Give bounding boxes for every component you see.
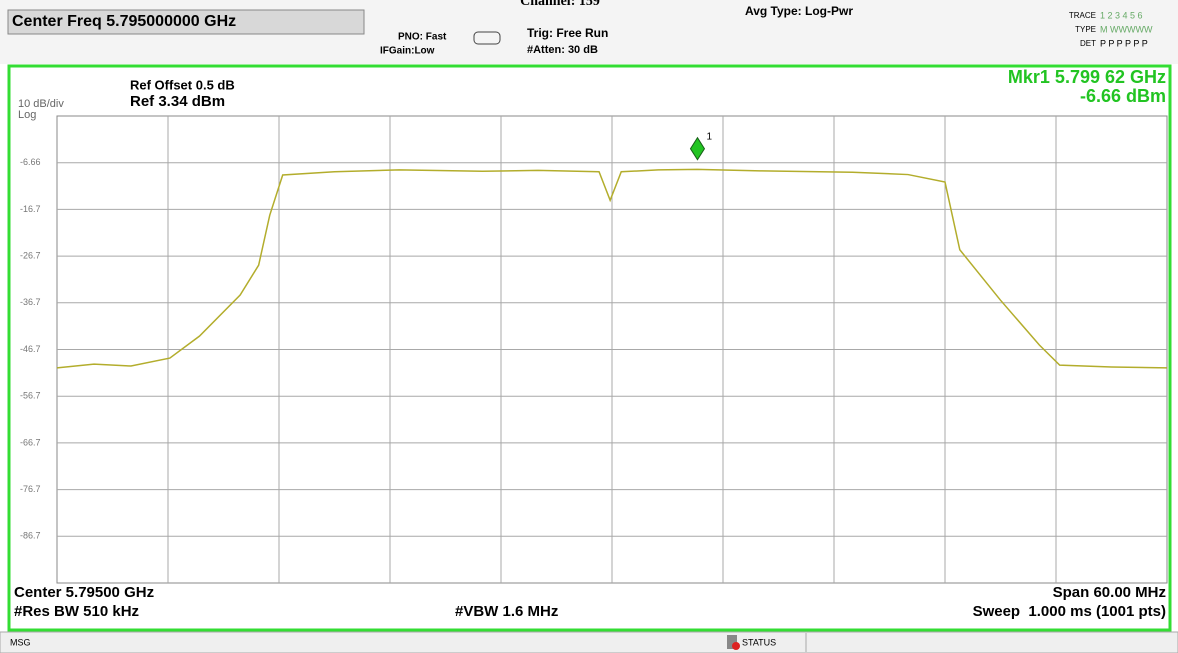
center-freq-box [7,9,365,35]
span: Span 60.00 MHz [1053,584,1166,601]
trace [56,168,1168,369]
status-icon [727,635,737,649]
trig: Trig: Free Run [527,26,608,40]
y-tick-label: -16.7 [20,204,41,214]
y-tick-label: -76.7 [20,484,41,494]
y-tick-label: -6.66 [20,157,41,167]
rbw: #Res BW 510 kHz [14,603,139,620]
sweep: Sweep 1.000 ms (1001 pts) [973,603,1166,620]
trace-nums: 1 2 3 4 5 6 [1100,10,1143,20]
marker [689,136,706,161]
trig-icon [473,31,501,45]
msg: MSG [10,637,31,647]
center: Center 5.79500 GHz [14,584,154,601]
y-tick-label: -86.7 [20,531,41,541]
scale-type: Log [18,109,36,121]
y-tick-label: -66.7 [20,437,41,447]
det-label: DET [1080,39,1096,48]
y-tick-label: -36.7 [20,297,41,307]
type-vals: M WWWWW [1100,24,1153,34]
det-vals: P P P P P P [1100,38,1148,48]
ref-offset: Ref Offset 0.5 dB [130,77,235,92]
marker-label: 1 [706,131,712,142]
avg-type: Avg Type: Log-Pwr [745,4,853,18]
scale: 10 dB/div [18,98,64,110]
vbw: #VBW 1.6 MHz [455,603,558,620]
y-tick-label: -26.7 [20,250,41,260]
status: STATUS [742,637,776,647]
center-freq: Center Freq 5.795000000 GHz [12,13,236,30]
status-alert [732,642,740,650]
y-tick-label: -46.7 [20,344,41,354]
channel-label: Channel: 159 [520,0,600,9]
atten: #Atten: 30 dB [527,44,598,56]
marker-freq: Mkr1 5.799 62 GHz [1008,67,1166,87]
pno: PNO: Fast [398,32,447,43]
trace-label: TRACE [1069,11,1096,20]
marker-level: -6.66 dBm [1080,86,1166,106]
ref-level: Ref 3.34 dBm [130,93,225,110]
ifgain: IFGain:Low [380,46,435,57]
type-label: TYPE [1075,25,1096,34]
status-bar [0,631,1178,653]
y-tick-label: -56.7 [20,391,41,401]
